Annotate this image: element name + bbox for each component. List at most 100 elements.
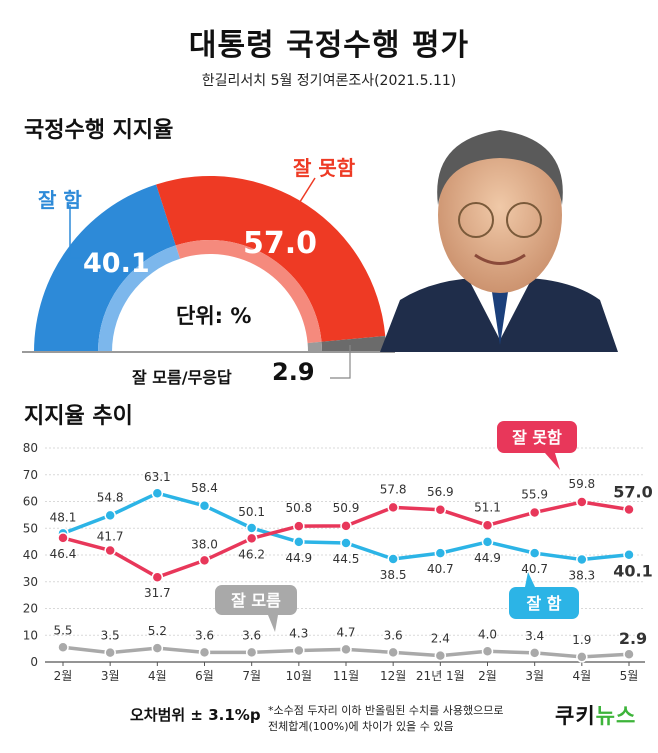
data-label: 63.1 bbox=[144, 470, 171, 484]
trend-series-points bbox=[57, 487, 635, 663]
data-label: 51.1 bbox=[474, 500, 501, 514]
data-label: 38.0 bbox=[191, 537, 218, 551]
y-tick-label: 70 bbox=[23, 468, 38, 482]
bad-label: 잘 못함 bbox=[293, 156, 356, 180]
unknown-leader-line bbox=[330, 345, 351, 379]
series-point bbox=[528, 506, 541, 519]
good-label: 잘 함 bbox=[38, 188, 82, 212]
gauge-slice-bad-inner bbox=[175, 240, 322, 344]
data-label: 5.2 bbox=[148, 624, 167, 638]
legend-label: 잘 함 bbox=[526, 594, 561, 613]
x-tick-label: 3월 bbox=[101, 669, 120, 683]
series-point bbox=[340, 643, 352, 656]
legend-bubble bbox=[509, 587, 579, 619]
x-tick-label: 3월 bbox=[525, 669, 544, 683]
series-point bbox=[434, 649, 447, 662]
legend-bubble bbox=[497, 421, 577, 453]
face-shape bbox=[438, 137, 562, 293]
data-label: 1.9 bbox=[572, 633, 591, 647]
series-point bbox=[623, 503, 635, 516]
president-photo bbox=[380, 130, 618, 352]
series-point bbox=[293, 536, 305, 548]
series-point bbox=[434, 504, 447, 516]
data-label: 40.1 bbox=[613, 562, 652, 581]
series-point bbox=[576, 496, 588, 508]
bad-leader-line bbox=[297, 177, 316, 206]
series-point bbox=[481, 645, 494, 658]
series-point bbox=[623, 548, 635, 561]
data-label: 50.9 bbox=[333, 501, 360, 515]
series-point bbox=[528, 647, 541, 659]
x-tick-label: 21년 1월 bbox=[416, 669, 465, 683]
page-subtitle: 한길리서치 5월 정기여론조사(2021.5.11) bbox=[201, 73, 457, 89]
approval-section-title: 국정수행 지지율 bbox=[24, 118, 174, 143]
series-point bbox=[340, 537, 352, 549]
series-point bbox=[151, 487, 164, 499]
data-label: 40.7 bbox=[427, 562, 454, 576]
gauge-slice-unknown bbox=[321, 335, 386, 352]
series-point bbox=[245, 532, 258, 545]
legend-bubble-tail bbox=[525, 572, 535, 587]
data-label: 57.8 bbox=[380, 482, 407, 496]
data-label: 2.9 bbox=[619, 629, 647, 648]
series-point bbox=[151, 571, 164, 583]
series-point bbox=[151, 642, 164, 654]
series-point bbox=[245, 522, 258, 534]
x-tick-label: 5월 bbox=[620, 669, 639, 683]
x-tick-label: 4월 bbox=[572, 669, 591, 683]
legend-label: 잘 모름 bbox=[231, 591, 281, 610]
trend-y-axis: 0 10 20 30 40 50 60 70 80 bbox=[23, 441, 38, 669]
series-point bbox=[198, 554, 211, 567]
gauge-slice-good bbox=[34, 184, 176, 352]
smile-shape bbox=[474, 253, 526, 265]
footnote: *소수점 두자리 이하 반올림된 수치를 사용했으므로 전체합계(100%)에 … bbox=[268, 703, 504, 735]
data-label: 44.5 bbox=[333, 552, 360, 566]
gauge-slice-good-inner bbox=[98, 245, 181, 352]
data-label: 3.6 bbox=[242, 628, 261, 642]
good-leader-line bbox=[69, 205, 90, 259]
data-label: 46.4 bbox=[50, 547, 77, 561]
data-label: 46.2 bbox=[238, 547, 265, 561]
page-title: 대통령 국정수행 평가 bbox=[188, 28, 470, 63]
unknown-label: 잘 모름/무응답 bbox=[132, 368, 232, 387]
bad-value: 57.0 bbox=[243, 226, 318, 261]
data-label: 3.4 bbox=[525, 629, 544, 643]
series-point bbox=[434, 547, 447, 559]
series-point bbox=[57, 641, 69, 654]
unknown-value: 2.9 bbox=[272, 358, 315, 386]
data-label: 44.9 bbox=[474, 551, 501, 565]
legend-bubble bbox=[215, 585, 297, 615]
data-label: 59.8 bbox=[568, 477, 595, 491]
x-tick-label: 10월 bbox=[286, 669, 312, 683]
series-point bbox=[576, 651, 588, 663]
x-tick-label: 6월 bbox=[195, 669, 214, 683]
series-point bbox=[245, 646, 258, 659]
logo-left: 쿠키 bbox=[555, 704, 596, 728]
data-label: 3.5 bbox=[101, 629, 120, 643]
y-tick-label: 20 bbox=[23, 602, 38, 616]
legend-label: 잘 못함 bbox=[512, 428, 562, 447]
series-point bbox=[576, 553, 588, 566]
glasses-left bbox=[458, 202, 494, 238]
trend-section-title: 지지율 추이 bbox=[24, 404, 133, 429]
series-point bbox=[528, 547, 541, 559]
data-label: 4.3 bbox=[289, 626, 308, 640]
data-label: 4.7 bbox=[336, 625, 355, 639]
series-point bbox=[198, 500, 211, 512]
series-point bbox=[481, 536, 494, 548]
series-point bbox=[387, 646, 399, 659]
y-tick-label: 60 bbox=[23, 495, 38, 509]
data-label: 38.5 bbox=[380, 568, 407, 582]
series-point bbox=[198, 646, 211, 659]
tie-shape bbox=[492, 292, 508, 345]
trend-x-axis: 2월 3월 4월 6월 7월 10월 11월 12월 21년 1월 2월 3월 4월 5월 bbox=[54, 662, 639, 683]
series-point bbox=[340, 520, 352, 532]
logo-right: 뉴스 bbox=[595, 704, 637, 728]
footnote-line-2: 전체합계(100%)에 차이가 있을 수 있음 bbox=[268, 720, 454, 733]
data-label: 54.8 bbox=[97, 490, 124, 504]
data-label: 4.0 bbox=[478, 627, 497, 641]
series-point bbox=[104, 544, 116, 557]
data-label: 50.8 bbox=[285, 501, 312, 515]
x-tick-label: 2월 bbox=[54, 669, 73, 683]
